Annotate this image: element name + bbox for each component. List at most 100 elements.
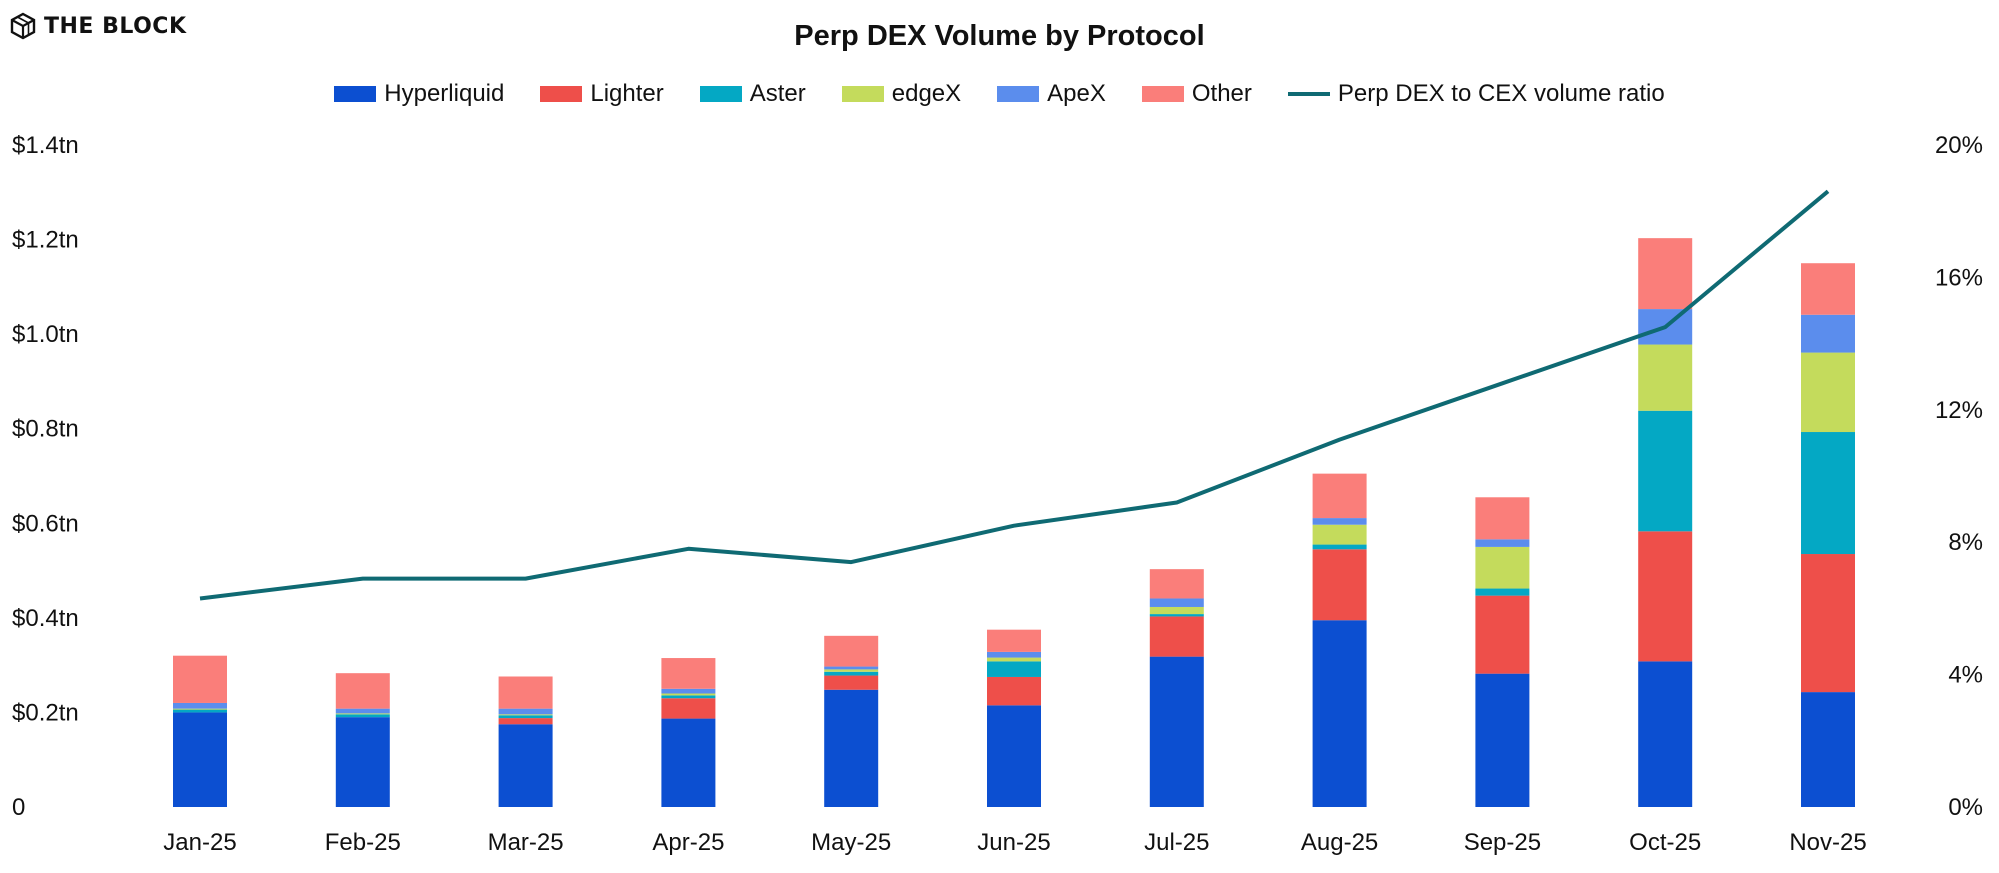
legend-swatch bbox=[997, 86, 1040, 102]
legend-swatch bbox=[841, 86, 884, 102]
brand-name: THE BLOCK bbox=[44, 13, 187, 39]
bar-segment-lighter bbox=[1149, 616, 1204, 657]
y-right-tick-label: 4% bbox=[1948, 662, 1983, 689]
legend-label: Aster bbox=[749, 80, 806, 107]
legend-item-aster: Aster bbox=[699, 80, 806, 108]
bar-segment-aster bbox=[1312, 544, 1367, 550]
ratio-line bbox=[199, 189, 1830, 601]
x-tick-label: Aug-25 bbox=[1301, 829, 1378, 856]
bar-segment-other bbox=[987, 629, 1041, 652]
bar-segment-apex bbox=[1312, 518, 1367, 525]
legend-swatch bbox=[334, 86, 377, 102]
bar-segment-edgex bbox=[498, 714, 553, 716]
bar-segment-other bbox=[824, 635, 879, 667]
legend-swatch bbox=[540, 86, 583, 102]
brand-logo: THE BLOCK bbox=[10, 12, 187, 40]
x-tick-label: Apr-25 bbox=[652, 829, 724, 856]
bar-segment-hyperliquid bbox=[1475, 673, 1530, 807]
y-left-tick-label: $0.4tn bbox=[12, 605, 79, 632]
bar-segment-aster bbox=[1638, 410, 1693, 532]
bar-segment-edgex bbox=[1801, 352, 1855, 433]
legend-label: Perp DEX to CEX volume ratio bbox=[1337, 80, 1665, 107]
bar-segment-edgex bbox=[661, 693, 716, 696]
bar-segment-edgex bbox=[173, 708, 227, 710]
bar-segment-aster bbox=[1475, 588, 1530, 596]
bar-segment-aster bbox=[498, 715, 553, 719]
x-tick-label: Jan-25 bbox=[163, 829, 236, 856]
y-right-tick-label: 20% bbox=[1935, 132, 1983, 159]
bar-segment-hyperliquid bbox=[824, 689, 879, 807]
bar-segment-aster bbox=[987, 661, 1041, 677]
bar-segment-edgex bbox=[335, 713, 390, 715]
bar-segment-other bbox=[173, 655, 227, 703]
y-right-tick-label: 8% bbox=[1948, 529, 1983, 556]
bar-segment-apex bbox=[661, 688, 716, 694]
x-tick-label: May-25 bbox=[811, 829, 891, 856]
y-left-tick-label: $0.2tn bbox=[12, 699, 79, 726]
bar-segment-aster bbox=[173, 709, 227, 713]
legend-item-edgex: edgeX bbox=[841, 80, 962, 108]
x-tick-label: Jul-25 bbox=[1144, 829, 1209, 856]
x-tick-label: Nov-25 bbox=[1789, 829, 1866, 856]
legend-item-other: Other bbox=[1141, 80, 1252, 108]
legend-item-apex: ApeX bbox=[997, 80, 1106, 108]
bar-segment-lighter bbox=[1312, 549, 1367, 621]
bar-segment-hyperliquid bbox=[1149, 656, 1204, 807]
bar-segment-apex bbox=[1475, 539, 1530, 547]
bar-segment-edgex bbox=[1475, 546, 1530, 589]
legend-label: Hyperliquid bbox=[384, 80, 505, 107]
x-tick-label: Sep-25 bbox=[1464, 829, 1541, 856]
bar-segment-apex bbox=[498, 708, 553, 715]
bar-segment-other bbox=[1638, 238, 1693, 310]
bar-segment-apex bbox=[335, 708, 390, 714]
bar-segment-apex bbox=[987, 651, 1041, 658]
legend-label: Other bbox=[1191, 80, 1252, 107]
bar-segment-hyperliquid bbox=[335, 717, 390, 807]
bar-segment-other bbox=[498, 676, 553, 709]
bar-segment-other bbox=[1312, 473, 1367, 519]
bar-segment-lighter bbox=[1638, 531, 1693, 662]
bar-segment-hyperliquid bbox=[987, 705, 1041, 807]
bar-segment-apex bbox=[1801, 314, 1855, 353]
bar-segment-aster bbox=[1801, 432, 1855, 555]
bar-segment-lighter bbox=[987, 676, 1041, 706]
legend-swatch bbox=[699, 86, 742, 102]
bar-segment-aster bbox=[1149, 614, 1204, 617]
y-left-tick-label: $1.2tn bbox=[12, 227, 79, 254]
bar-segment-lighter bbox=[1801, 554, 1855, 693]
y-left-tick-label: $0.6tn bbox=[12, 510, 79, 537]
y-right-tick-label: 16% bbox=[1935, 264, 1983, 291]
legend-item-lighter: Lighter bbox=[540, 80, 664, 108]
x-tick-label: Mar-25 bbox=[488, 829, 564, 856]
bar-segment-hyperliquid bbox=[661, 718, 716, 807]
bar-segment-other bbox=[661, 658, 716, 689]
bar-segment-edgex bbox=[824, 669, 879, 672]
legend-line-swatch bbox=[1287, 92, 1330, 96]
legend-item-hyperliquid: Hyperliquid bbox=[334, 80, 504, 108]
legend-label: Lighter bbox=[590, 80, 664, 107]
bar-segment-hyperliquid bbox=[498, 724, 553, 807]
x-tick-label: Feb-25 bbox=[325, 829, 401, 856]
bar-segment-other bbox=[1801, 263, 1855, 315]
chart-title: Perp DEX Volume by Protocol bbox=[794, 20, 1205, 52]
y-left-tick-label: $1.0tn bbox=[12, 321, 79, 348]
bar-segment-lighter bbox=[1475, 595, 1530, 674]
bar-segment-apex bbox=[1149, 598, 1204, 607]
y-right-tick-label: 0% bbox=[1948, 794, 1983, 821]
bar-segment-edgex bbox=[1149, 606, 1204, 615]
legend-label: edgeX bbox=[891, 80, 962, 107]
cube-logo-icon bbox=[10, 12, 36, 40]
bar-segment-aster bbox=[661, 695, 716, 699]
bar-segment-other bbox=[335, 673, 390, 709]
bar-segment-apex bbox=[173, 702, 227, 709]
y-left-tick-label: 0 bbox=[12, 794, 25, 821]
bar-segment-edgex bbox=[987, 657, 1041, 662]
legend-label: ApeX bbox=[1047, 80, 1106, 107]
bar-segment-lighter bbox=[661, 698, 716, 719]
legend-item-ratio: Perp DEX to CEX volume ratio bbox=[1287, 80, 1665, 108]
bar-segment-hyperliquid bbox=[1312, 620, 1367, 807]
bar-segment-hyperliquid bbox=[173, 712, 227, 807]
x-tick-label: Jun-25 bbox=[977, 829, 1050, 856]
bar-segment-other bbox=[1475, 497, 1530, 540]
bar-segment-edgex bbox=[1312, 524, 1367, 545]
